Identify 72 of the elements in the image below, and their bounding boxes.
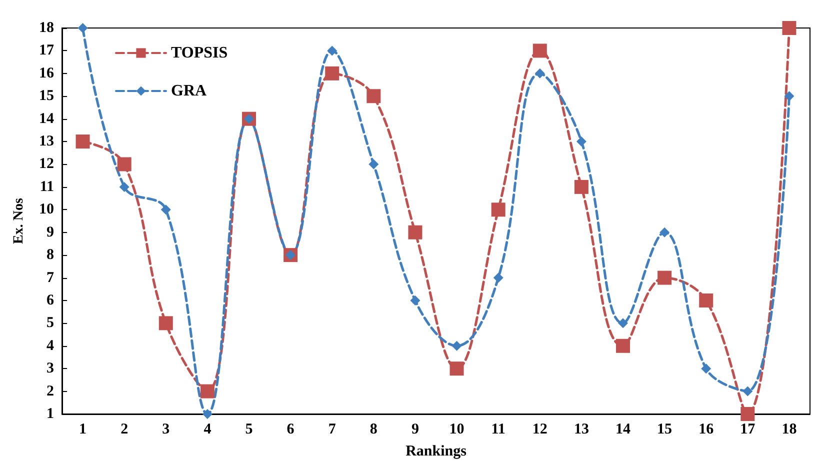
y-tick-label: 10 bbox=[39, 202, 54, 218]
point bbox=[493, 272, 504, 283]
point bbox=[742, 386, 753, 396]
y-tick-label: 9 bbox=[46, 224, 54, 240]
x-axis-title: Rankings bbox=[406, 444, 467, 460]
point bbox=[532, 44, 547, 58]
y-tick-label: 5 bbox=[46, 315, 54, 332]
point bbox=[782, 21, 796, 35]
x-tick-label: 12 bbox=[532, 422, 548, 438]
x-tick-label: 3 bbox=[162, 422, 170, 438]
x-tick-label: 6 bbox=[286, 422, 295, 438]
x-tick-label: 5 bbox=[245, 422, 253, 438]
y-tick-label: 2 bbox=[46, 383, 54, 400]
point bbox=[699, 293, 714, 308]
x-tick-label: 4 bbox=[204, 422, 212, 438]
legend-label: GRA bbox=[171, 82, 207, 100]
y-tick-label: 7 bbox=[46, 270, 54, 286]
y-tick-label: 13 bbox=[39, 134, 54, 150]
y-tick-label: 3 bbox=[46, 360, 54, 377]
point bbox=[119, 182, 130, 192]
point bbox=[784, 91, 794, 102]
point bbox=[410, 295, 420, 306]
x-tick-label: 15 bbox=[657, 422, 672, 438]
legend-label: TOPSIS bbox=[171, 44, 228, 62]
y-tick-label: 16 bbox=[39, 65, 54, 82]
x-tick-label: 13 bbox=[574, 422, 589, 438]
point bbox=[452, 340, 462, 351]
x-tick-label: 9 bbox=[411, 422, 419, 438]
point bbox=[450, 362, 464, 376]
point bbox=[325, 66, 340, 80]
y-tick-label: 17 bbox=[39, 42, 54, 59]
y-tick-label: 15 bbox=[39, 88, 54, 104]
y-tick-label: 8 bbox=[46, 247, 54, 264]
point bbox=[200, 384, 214, 398]
point bbox=[574, 180, 588, 194]
point bbox=[660, 227, 670, 238]
point bbox=[616, 338, 630, 353]
y-axis-title: Ex. Nos bbox=[12, 198, 26, 244]
point bbox=[366, 89, 381, 104]
y-tick-label: 1 bbox=[46, 406, 54, 422]
y-tick-label: 11 bbox=[40, 178, 54, 195]
y-tick-label: 18 bbox=[39, 20, 54, 36]
point bbox=[117, 157, 132, 172]
point bbox=[658, 270, 672, 285]
y-tick-label: 4 bbox=[46, 338, 54, 354]
point bbox=[327, 46, 338, 56]
point bbox=[78, 23, 88, 33]
point bbox=[160, 204, 171, 215]
x-tick-label: 18 bbox=[782, 422, 797, 438]
x-tick-label: 14 bbox=[616, 422, 631, 438]
point bbox=[534, 68, 545, 78]
point bbox=[76, 134, 90, 149]
x-tick-label: 10 bbox=[449, 422, 464, 438]
x-tick-label: 17 bbox=[740, 422, 756, 438]
x-tick-label: 1 bbox=[79, 422, 87, 438]
point bbox=[576, 136, 586, 147]
point bbox=[618, 318, 628, 328]
point bbox=[740, 407, 755, 421]
y-tick-label: 12 bbox=[39, 156, 54, 172]
point bbox=[158, 316, 173, 330]
point bbox=[202, 409, 212, 419]
x-tick-label: 8 bbox=[370, 422, 378, 438]
x-tick-label: 16 bbox=[698, 422, 714, 438]
x-tick-label: 11 bbox=[491, 422, 506, 438]
y-tick-label: 14 bbox=[39, 110, 54, 127]
y-tick-label: 6 bbox=[46, 292, 54, 308]
x-tick-label: 7 bbox=[328, 422, 336, 438]
point bbox=[368, 159, 379, 170]
x-tick-label: 2 bbox=[120, 422, 128, 438]
point bbox=[701, 364, 712, 374]
point bbox=[491, 202, 506, 217]
point bbox=[408, 225, 422, 240]
